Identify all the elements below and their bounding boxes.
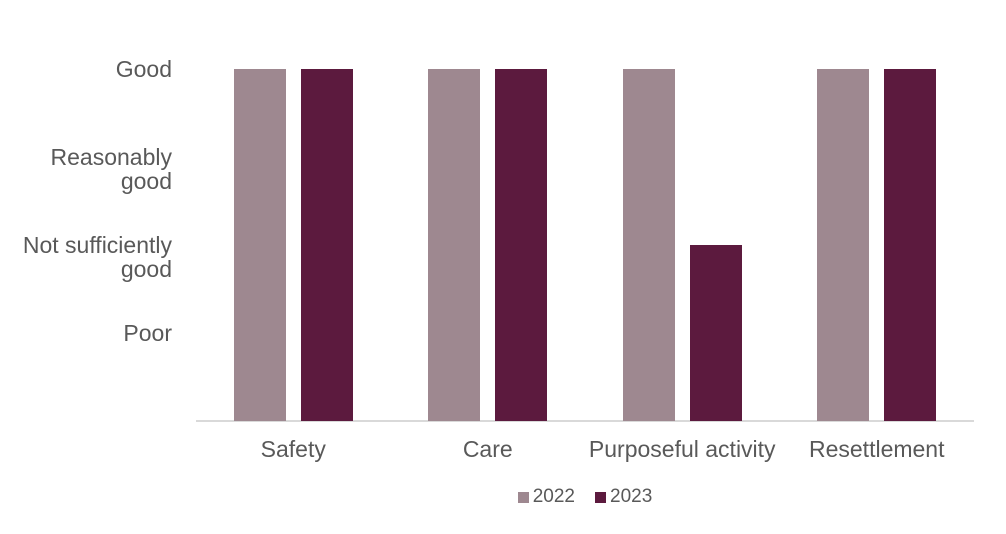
y-tick-label-line: Poor [123,320,172,346]
bar-2022-care [428,69,481,421]
y-tick-label-line: Not sufficiently [22,232,172,258]
legend-item-2022: 2022 [517,486,575,508]
y-tick-label-poor: Poor [123,321,172,345]
x-axis-line [196,420,974,422]
bar-2023-safety [300,69,353,421]
legend-swatch-icon-2022 [517,491,529,503]
bar-2023-care [495,69,548,421]
bar-2022-safety [233,69,286,421]
bar-2022-resettlement [817,69,870,421]
x-category-label-purposeful-activity: Purposeful activity [588,436,776,462]
x-category-label-care: Care [462,436,513,462]
y-tick-label-reasonably-good: Reasonably good [51,145,172,193]
legend-swatch-icon-2023 [595,491,606,503]
bar-2023-purposeful-activity [689,245,742,421]
y-tick-label-good: Good [116,57,172,81]
bar-2023-resettlement [884,69,937,421]
legend: 2022 2023 [196,486,974,508]
legend-item-2023: 2023 [595,486,652,508]
x-category-label-safety: Safety [260,436,326,462]
y-tick-label-not-sufficiently-good: Not sufficiently good [23,233,172,281]
y-tick-label-line: good [120,256,172,282]
legend-label-2023: 2023 [610,486,653,507]
y-tick-label-line: Reasonably [50,144,172,170]
y-tick-label-line: Good [115,56,172,82]
x-category-label-resettlement: Resettlement [808,436,945,462]
legend-label-2022: 2022 [532,486,575,507]
y-tick-label-line: good [120,168,172,194]
bar-2022-purposeful-activity [622,69,675,421]
